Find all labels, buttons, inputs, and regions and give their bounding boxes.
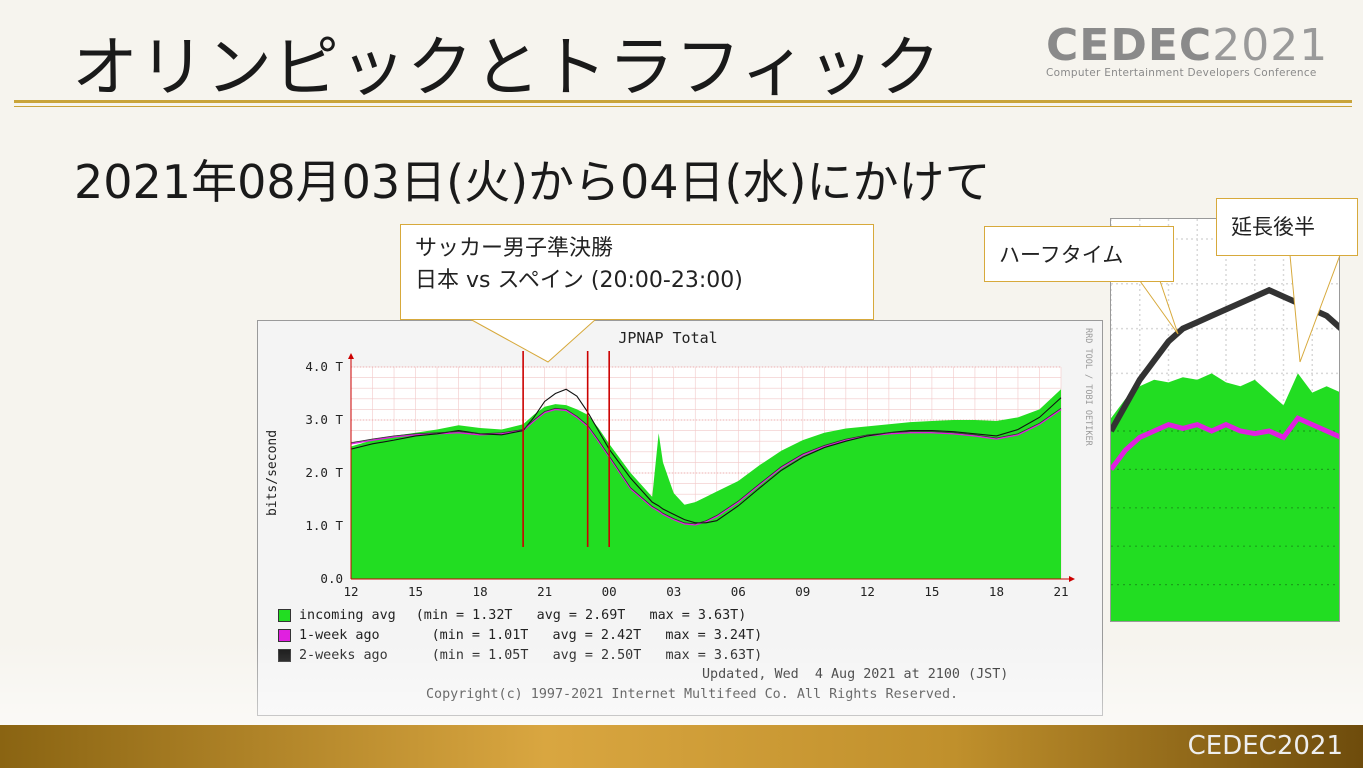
title-rule-thin (14, 106, 1352, 107)
match-callout: サッカー男子準決勝 日本 vs スペイン (20:00-23:00) (400, 224, 874, 320)
legend-label: incoming avg (299, 607, 396, 623)
y-tick-label: 2.0 T (305, 465, 343, 480)
x-tick-label: 06 (731, 584, 746, 599)
x-tick-label: 03 (666, 584, 681, 599)
legend-label: 2-weeks ago (299, 647, 388, 663)
callout-line1: サッカー男子準決勝 (415, 236, 614, 261)
legend-item-incoming: incoming avg (min = 1.32T avg = 2.69T max… (278, 605, 762, 625)
legend-swatch-week (278, 628, 291, 642)
logo-main-text: CEDEC (1046, 20, 1213, 71)
traffic-chart-panel: JPNAP Total 0.0 1.0 T 2.0 T 3.0 T 4.0 T 12 15 1… (257, 320, 1103, 716)
legend-stats: (min = 1.01T avg = 2.42T max = 3.24T) (431, 627, 763, 643)
callout-line2: 日本 vs スペイン (20:00-23:00) (415, 268, 743, 293)
legend-item-week: 1-week ago (min = 1.01T avg = 2.42T max =… (278, 625, 762, 645)
x-tick-label: 09 (795, 584, 810, 599)
y-tick-label: 3.0 T (305, 412, 343, 427)
slide-subtitle: 2021年08月03日(火)から04日(水)にかけて (74, 155, 991, 209)
y-axis-label: bits/second (265, 430, 280, 516)
traffic-chart: 0.0 1.0 T 2.0 T 3.0 T 4.0 T 12 15 18 21 00 03 06 09 1… (265, 351, 1075, 599)
rrdtool-note: RRD TOOL / TOBI OETIKER (1083, 328, 1093, 446)
footer-logo: CEDEC2021 (1188, 731, 1343, 761)
chart-copyright: Copyright(c) 1997-2021 Internet Multifee… (426, 687, 959, 702)
x-tick-label: 18 (473, 584, 488, 599)
legend-stats: (min = 1.32T avg = 2.69T max = 3.63T) (415, 607, 747, 623)
title-rule (14, 100, 1352, 103)
legend-stats: (min = 1.05T avg = 2.50T max = 3.63T) (431, 647, 763, 663)
legend-swatch-twoweek (278, 648, 291, 662)
x-tick-label: 21 (537, 584, 552, 599)
series-incoming-area (351, 389, 1061, 579)
y-tick-label: 4.0 T (305, 359, 343, 374)
y-axis-arrow (348, 353, 354, 359)
legend-label: 1-week ago (299, 627, 380, 643)
x-tick-label: 21 (1053, 584, 1068, 599)
footer-band (0, 725, 1363, 768)
series-week-outline (350, 407, 1062, 525)
legend-swatch-incoming (278, 608, 291, 622)
footer-logo-year: 2021 (1276, 731, 1343, 761)
legend-item-twoweek: 2-weeks ago (min = 1.05T avg = 2.50T max … (278, 645, 762, 665)
cedec-logo: CEDEC2021 Computer Entertainment Develop… (1046, 20, 1346, 90)
halftime-callout: ハーフタイム (984, 226, 1174, 282)
x-tick-label: 12 (860, 584, 875, 599)
x-tick-label: 00 (602, 584, 617, 599)
chart-legend: incoming avg (min = 1.32T avg = 2.69T max… (278, 605, 762, 665)
x-axis-arrow (1069, 576, 1075, 582)
x-tick-label: 15 (408, 584, 423, 599)
logo-subtext: Computer Entertainment Developers Confer… (1046, 67, 1317, 79)
logo-year: 2021 (1212, 20, 1329, 71)
x-tick-label: 12 (343, 584, 358, 599)
y-tick-label: 0.0 (320, 571, 343, 586)
extension-callout: 延長後半 (1216, 198, 1358, 256)
footer-logo-main: CEDEC (1187, 731, 1277, 761)
chart-title: JPNAP Total (618, 329, 718, 347)
x-tick-label: 18 (989, 584, 1004, 599)
x-tick-label: 15 (924, 584, 939, 599)
slide-title: オリンピックとトラフィック (72, 29, 942, 106)
zoom-week-line (1111, 415, 1339, 471)
chart-updated: Updated, Wed 4 Aug 2021 at 2100 (JST) (702, 667, 1009, 682)
series-twoweek-line (350, 388, 1062, 524)
series-week-line (350, 408, 1062, 526)
y-tick-label: 1.0 T (305, 518, 343, 533)
